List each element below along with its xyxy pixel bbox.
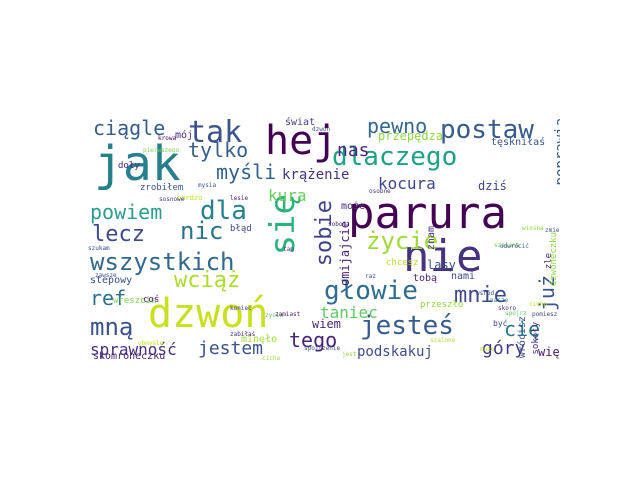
cloud-word: tęskniłaś (491, 137, 546, 148)
cloud-word: dzwoń (148, 291, 269, 337)
cloud-word: dla (200, 196, 247, 226)
cloud-word: mną (90, 313, 134, 341)
cloud-word: świat (285, 117, 316, 128)
cloud-word: lecz (92, 222, 145, 247)
cloud-word: minęło (241, 334, 278, 345)
cloud-word: sobota (328, 221, 350, 228)
cloud-word: cię (504, 317, 541, 341)
cloud-word: pewno (367, 114, 428, 138)
cloud-word: jestem (198, 338, 264, 359)
cloud-word: ref (90, 286, 127, 310)
cloud-word: może (341, 201, 366, 212)
cloud-word: sokoły (531, 322, 541, 355)
cloud-word: doły (118, 161, 140, 171)
cloud-word: poprawia (553, 118, 560, 186)
cloud-word: wiem (312, 317, 341, 331)
cloud-word: zabiłaś (230, 331, 256, 338)
cloud-word: szalona (494, 242, 520, 249)
cloud-word: góry (482, 338, 526, 359)
cloud-word: raz (365, 273, 376, 280)
cloud-word: nas (337, 140, 370, 161)
cloud-word: nie (403, 231, 483, 282)
cloud-word: zamiast (275, 311, 301, 318)
cloud-word: jak (94, 136, 181, 192)
cloud-word: cicho (529, 301, 548, 308)
cloud-word: krążenie (282, 167, 350, 183)
cloud-word: mnie (480, 346, 495, 353)
cloud-word: postaw (440, 115, 534, 145)
cloud-word: być (493, 319, 508, 328)
cloud-word: chcesz (386, 258, 419, 268)
cloud-word: zle (544, 253, 554, 270)
cloud-word: ciągle (93, 116, 166, 140)
cloud-word: zycia (265, 312, 284, 319)
cloud-word: zawsze (95, 272, 117, 279)
cloud-word: wszystkich (90, 248, 235, 276)
cloud-word: życie (366, 227, 439, 255)
cloud-word: skomroneczku (93, 351, 166, 362)
cloud-word: tego (289, 328, 338, 352)
cloud-word: sobie (312, 200, 337, 267)
cloud-word: wśród (476, 290, 495, 297)
cloud-word: kura (268, 186, 307, 205)
cloud-word: wrócisz (517, 316, 528, 359)
cloud-word: sprawność (90, 340, 177, 359)
cloud-word: zrobiłem (140, 183, 184, 193)
cloud-word: nami (451, 271, 476, 282)
cloud-word: omijajcie (338, 221, 352, 287)
cloud-word: spójrz (505, 310, 527, 317)
cloud-word: szalone (430, 337, 456, 344)
cloud-word: lesie (230, 195, 249, 202)
cloud-word: wreszcie (113, 296, 157, 306)
cloud-word: wiosna (522, 225, 544, 232)
cloud-word: zmierzasz (545, 227, 560, 234)
cloud-word: przepędza (378, 129, 444, 143)
cloud-word: dlaczego (332, 142, 458, 172)
cloud-word: szukam (88, 245, 110, 252)
cloud-word: mój (175, 130, 194, 141)
cloud-word: lasy (427, 258, 456, 272)
cloud-word: tobą (413, 273, 438, 284)
cloud-word: spojrzenie (304, 345, 341, 352)
word-cloud: parura nie jak dzwoń hej się dlaczego jesteś gło… (80, 108, 560, 372)
cloud-word: wciąż (174, 268, 241, 293)
cloud-word: coś (143, 295, 160, 305)
cloud-word: hej (265, 118, 338, 164)
cloud-word: mnie (454, 283, 507, 308)
cloud-word: kocura (378, 174, 436, 193)
cloud-word: krowa (158, 135, 177, 142)
cloud-word: skoro (498, 305, 517, 312)
cloud-word: sosnowe (159, 196, 185, 203)
cloud-word: tylko (188, 138, 249, 162)
cloud-word: pomiesz (532, 311, 558, 318)
cloud-word: parura (348, 188, 507, 239)
cloud-word: dziś (478, 179, 507, 193)
cloud-word: osobne (369, 188, 391, 195)
cloud-word: mysia (198, 182, 217, 189)
cloud-word: głowie (324, 276, 418, 306)
cloud-word: obmyślę (138, 340, 164, 347)
cloud-word: cicha (262, 355, 281, 362)
cloud-word: podskakuj (357, 344, 433, 360)
cloud-word: taniec (320, 303, 378, 322)
cloud-word: jesteś (360, 311, 454, 341)
cloud-word: pierwszego (143, 147, 180, 154)
cloud-word: powiem (90, 200, 163, 224)
cloud-word: nasze (490, 297, 509, 304)
cloud-word: dzwon (312, 126, 331, 133)
cloud-word: błąd (230, 224, 252, 234)
cloud-word: jest (342, 351, 357, 358)
cloud-word: myśli (216, 160, 277, 184)
cloud-word: znam (426, 226, 437, 251)
cloud-word: nic (180, 217, 224, 245)
cloud-word: bardzo (177, 194, 203, 202)
cloud-word: stepowy (90, 275, 133, 286)
cloud-word: koniec (230, 305, 252, 312)
cloud-word: tam (283, 246, 294, 253)
cloud-word: tak (188, 115, 243, 150)
cloud-word: odwrócić (500, 243, 529, 250)
cloud-word: więc (538, 345, 560, 359)
cloud-word: przeszło (420, 300, 464, 310)
